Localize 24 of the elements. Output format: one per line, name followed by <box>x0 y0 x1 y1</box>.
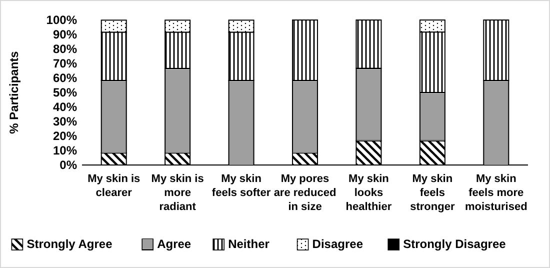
legend-label: Neither <box>228 237 270 252</box>
y-tick-label: 40% <box>52 100 78 114</box>
y-tick-label: 50% <box>52 86 78 100</box>
y-tick-label: 20% <box>52 129 78 144</box>
x-tick-label: My skin feels softer <box>212 173 272 199</box>
legend-label: Disagree <box>312 237 364 252</box>
legend-label: Strongly Disagree <box>403 237 506 252</box>
legend-label: Strongly Agree <box>26 237 113 252</box>
y-tick-label: 80% <box>52 42 78 56</box>
y-tick-label: 100% <box>46 13 78 28</box>
y-tick-label: 70% <box>52 56 78 71</box>
x-tick-label: My skin feels stronger <box>410 173 456 213</box>
y-tick-label: 10% <box>52 144 78 158</box>
x-tick-label: My skin looks healthier <box>346 173 392 213</box>
y-tick-label: 30% <box>52 114 78 129</box>
y-tick-label: 0% <box>60 158 78 172</box>
legend-label: Agree <box>157 237 192 252</box>
y-tick-label: 60% <box>52 71 78 86</box>
x-tick-label: My skin is clearer <box>88 173 140 199</box>
y-tick-label: 90% <box>52 28 78 42</box>
x-tick-label: My pores are reduced in size <box>274 173 336 213</box>
x-tick-label: My skin feels more moisturised <box>464 173 528 213</box>
y-axis-title: % Participants <box>7 50 22 134</box>
x-tick-label: My skin is more radiant <box>151 173 204 213</box>
